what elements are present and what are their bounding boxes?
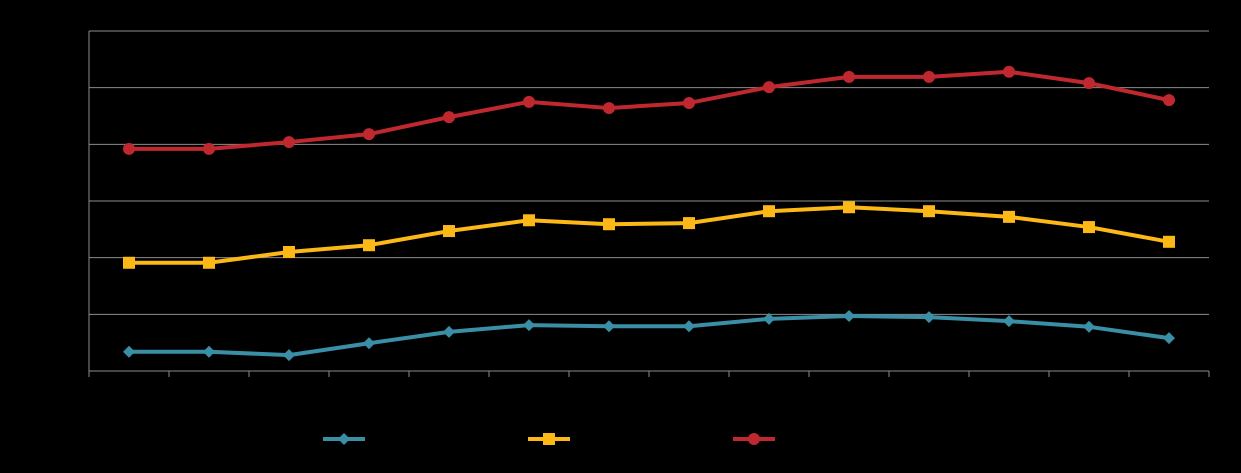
- y-tick-label: 10: [68, 307, 82, 321]
- data-point: [443, 111, 455, 124]
- data-point: [1003, 65, 1015, 78]
- data-point: [923, 70, 935, 83]
- data-point: [1003, 210, 1015, 223]
- y-tick-label: 20: [68, 250, 82, 264]
- data-point: [763, 312, 775, 325]
- data-point: [363, 239, 375, 252]
- y-tick-label: 40: [68, 137, 82, 151]
- data-point: [123, 142, 135, 155]
- data-point: [203, 345, 215, 358]
- data-point: [923, 205, 935, 218]
- data-point: [283, 246, 295, 258]
- data-point: [363, 128, 375, 141]
- data-point: [843, 201, 855, 214]
- data-point: [1083, 320, 1095, 333]
- data-point: [603, 218, 615, 231]
- data-point: [1083, 77, 1095, 90]
- series-line: [129, 69, 1170, 151]
- data-point: [1083, 221, 1095, 234]
- data-point: [523, 319, 535, 332]
- data-point: [1003, 315, 1015, 328]
- series-line: [129, 205, 1170, 265]
- data-point: [123, 256, 135, 269]
- data-point: [843, 70, 855, 83]
- data-point: [523, 214, 535, 227]
- y-tick-label: 0: [74, 363, 81, 377]
- y-tick-label: 50: [68, 80, 82, 94]
- y-tick-label: 60: [68, 23, 82, 37]
- legend-marker: [748, 433, 760, 445]
- data-point: [843, 310, 855, 323]
- data-point: [923, 311, 935, 324]
- series-line: [129, 314, 1170, 358]
- data-point: [763, 81, 775, 94]
- y-tick-label: 30: [68, 193, 82, 207]
- data-point: [523, 95, 535, 108]
- data-point: [443, 325, 455, 338]
- data-point: [1163, 235, 1175, 248]
- data-point: [603, 320, 615, 333]
- data-point: [203, 256, 215, 269]
- data-point: [443, 225, 455, 238]
- data-point: [1163, 332, 1175, 345]
- data-point: [123, 345, 135, 358]
- data-point: [283, 136, 295, 149]
- data-point: [683, 217, 695, 230]
- data-point: [763, 205, 775, 218]
- data-point: [603, 102, 615, 115]
- data-point: [683, 96, 695, 109]
- data-point: [203, 142, 215, 155]
- data-point: [1163, 94, 1175, 107]
- legend-marker: [338, 433, 350, 445]
- data-point: [283, 349, 295, 362]
- data-point: [683, 320, 695, 333]
- legend-marker: [543, 433, 555, 445]
- data-point: [363, 337, 375, 350]
